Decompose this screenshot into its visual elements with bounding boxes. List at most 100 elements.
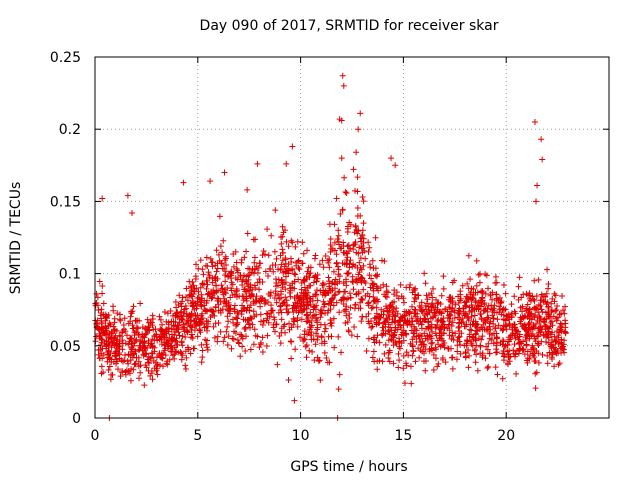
data-point (204, 346, 211, 353)
data-point (468, 327, 475, 334)
data-point (561, 337, 568, 344)
data-point (422, 358, 429, 365)
data-point (285, 376, 292, 383)
data-point (465, 364, 472, 371)
data-point (210, 323, 217, 330)
data-point (331, 247, 338, 254)
data-point (106, 363, 113, 370)
data-point (385, 355, 392, 362)
data-point (408, 321, 415, 328)
data-point (455, 320, 462, 327)
data-point (353, 290, 360, 297)
data-point (335, 232, 342, 239)
data-point (388, 336, 395, 343)
data-point (149, 322, 156, 329)
data-point (105, 322, 112, 329)
data-point (305, 264, 312, 271)
data-point (219, 265, 226, 272)
data-point (355, 305, 362, 312)
data-point (421, 341, 428, 348)
data-point (159, 363, 166, 370)
data-point (467, 276, 474, 283)
data-point (278, 291, 285, 298)
data-point (470, 291, 477, 298)
data-point (330, 268, 337, 275)
data-point (190, 282, 197, 289)
data-point (98, 339, 105, 346)
data-point (493, 291, 500, 298)
data-point (494, 316, 501, 323)
data-point (555, 341, 562, 348)
data-point (231, 306, 238, 313)
data-point (531, 277, 538, 284)
data-point (270, 268, 277, 275)
data-point (344, 260, 351, 267)
data-point (473, 328, 480, 335)
data-point (465, 315, 472, 322)
data-point (99, 327, 106, 334)
data-point (263, 343, 270, 350)
data-point (422, 367, 429, 374)
data-point (504, 341, 511, 348)
data-point (439, 318, 446, 325)
data-point (490, 340, 497, 347)
data-point (224, 273, 231, 280)
data-point (561, 349, 568, 356)
data-point (396, 357, 403, 364)
data-point (494, 371, 501, 378)
data-point (300, 292, 307, 299)
data-point (306, 319, 313, 326)
data-point (546, 314, 553, 321)
data-point (262, 268, 269, 275)
data-point (288, 355, 295, 362)
data-point (148, 349, 155, 356)
data-point (122, 328, 129, 335)
data-point (129, 308, 136, 315)
data-point (361, 247, 368, 254)
data-point (316, 261, 323, 268)
data-point (380, 311, 387, 318)
data-point (395, 350, 402, 357)
data-point (108, 359, 115, 366)
data-point (234, 276, 241, 283)
data-point (517, 314, 524, 321)
data-point (343, 257, 350, 264)
data-point (415, 332, 422, 339)
data-point (451, 314, 458, 321)
data-point (273, 321, 280, 328)
data-point (407, 281, 414, 288)
data-point (114, 366, 121, 373)
data-point (133, 324, 140, 331)
data-point (163, 360, 170, 367)
data-point (272, 328, 279, 335)
data-point (239, 335, 246, 342)
data-point (154, 365, 161, 372)
data-point (314, 336, 321, 343)
data-point (424, 296, 431, 303)
data-point (217, 298, 224, 305)
data-point (381, 350, 388, 357)
data-point (127, 313, 134, 320)
data-point (550, 342, 557, 349)
data-point (411, 334, 418, 341)
data-point (473, 257, 480, 264)
data-point (462, 302, 469, 309)
data-point (515, 283, 522, 290)
data-point (516, 333, 523, 340)
data-point (498, 311, 505, 318)
data-point (368, 324, 375, 331)
data-point (532, 385, 539, 392)
data-point (373, 304, 380, 311)
data-point (325, 287, 332, 294)
data-point (153, 331, 160, 338)
data-point (492, 273, 499, 280)
data-point (462, 354, 469, 361)
data-point (409, 343, 416, 350)
data-point (257, 311, 264, 318)
data-point (214, 265, 221, 272)
data-point (416, 335, 423, 342)
data-point (249, 321, 256, 328)
data-point (326, 256, 333, 263)
data-point (216, 257, 223, 264)
data-point (229, 335, 236, 342)
